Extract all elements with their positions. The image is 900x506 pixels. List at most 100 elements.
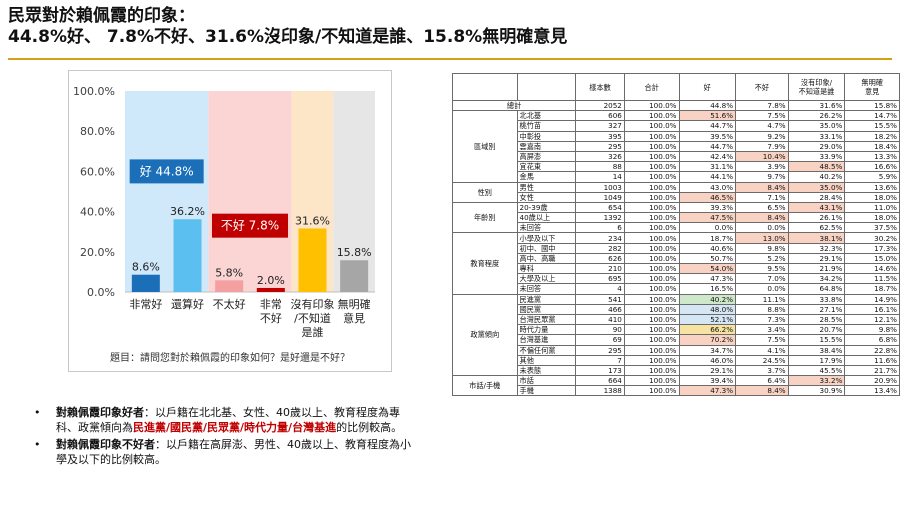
table-row: 不偏任何黨 295 100.0% 34.7% 4.1% 38.4% 22.8%	[453, 344, 900, 356]
finding-good-tail: 的比例較高。	[336, 421, 403, 434]
table-header-cell: 好	[678, 73, 737, 101]
table-cell: 64.8%	[787, 283, 846, 295]
table-cell: 16.6%	[844, 161, 900, 173]
crosstab-table: 樣本數 合計好不好 沒有印象/不知道是誰 無明確 意見 總計 2052 100.0% 44.8%…	[451, 73, 900, 397]
table-cell: 11.6%	[844, 354, 900, 366]
table-row: 區域別 北北基 606 100.0% 51.6% 7.5% 26.2% 14.7%	[452, 110, 900, 183]
finding-bad: • 對賴佩霞印象不好者：以戶籍在高屏澎、男性、40歲以上、教育程度為小學及以下的…	[34, 437, 414, 467]
data-label: 36.2%	[170, 205, 205, 218]
table-cell: 13.0%	[735, 232, 789, 244]
table-cell: 69	[575, 334, 625, 346]
table-cell: 13.3%	[844, 150, 900, 163]
table-cell: 100.0%	[623, 242, 680, 254]
table-cell: 31.1%	[678, 161, 737, 173]
table-cell: 33.2%	[787, 375, 846, 387]
table-cell: 66.2%	[678, 324, 737, 336]
bar	[173, 219, 202, 292]
table-cell: 52.1%	[678, 313, 737, 326]
table-cell: 44.8%	[678, 99, 737, 112]
table-cell: 70.2%	[678, 334, 737, 346]
table-row: 教育程度 小學及以下 234 100.0% 18.7% 13.0% 38.1% 30.2%	[452, 232, 900, 295]
table-cell: 44.1%	[678, 171, 737, 183]
table-row: 女性 1049 100.0% 46.5% 7.1% 28.4% 18.0%	[453, 191, 900, 203]
finding-bad-text: ：以戶籍在高屏澎、男性、40歲以上、教育程度為小學及以下的比例較高。	[56, 438, 411, 466]
title-divider	[8, 58, 892, 60]
table-cell: 6	[575, 222, 625, 234]
table-header-cell: 合計	[623, 73, 680, 101]
group-background	[208, 91, 292, 292]
table-group-label: 區域別	[452, 110, 518, 183]
table-cell: 90	[575, 324, 625, 336]
table-cell: 29.1%	[787, 252, 846, 265]
table-cell: 4.7%	[735, 120, 789, 132]
y-tick-label: 40.0%	[80, 206, 115, 219]
table-cell: 43.0%	[678, 181, 737, 193]
bar	[131, 274, 160, 292]
table-cell: 22.8%	[844, 344, 900, 356]
table-cell: 17.3%	[844, 242, 900, 254]
table-cell: 32.3%	[787, 242, 846, 254]
finding-good: • 對賴佩霞印象好者：以戶籍在北北基、女性、40歲以上、教育程度為專科、政黨傾向…	[34, 405, 414, 435]
table-row-label: 男性	[516, 181, 577, 193]
table-group-label: 年齡別	[452, 201, 518, 234]
table-cell: 33.9%	[787, 150, 846, 163]
table-row: 專科 210 100.0% 54.0% 9.5% 21.9% 14.6%	[453, 262, 900, 275]
table-header-cell: 不好	[735, 73, 789, 101]
table-cell: 100.0%	[623, 364, 680, 377]
table-cell: 15.5%	[787, 334, 846, 346]
table-cell: 4.1%	[735, 344, 789, 356]
table-cell: 541	[575, 293, 625, 305]
table-row-label: 20-39歲	[516, 201, 577, 214]
table-row: 中彰投 395 100.0% 39.5% 9.2% 33.1% 18.2%	[453, 130, 900, 142]
category-label: 意見	[343, 311, 365, 325]
y-tick-label: 20.0%	[80, 246, 115, 259]
finding-good-highlight: 民進黨/國民黨/民眾黨/時代力量/台灣基進	[133, 421, 337, 434]
table-cell: 100.0%	[623, 171, 680, 183]
bar-chart: 0.0% 20.0% 40.0% 60.0% 80.0% 100.0% 8.6% 非常好 36.…	[73, 85, 375, 364]
table-cell: 626	[575, 252, 625, 265]
table-row-label: 北北基	[516, 110, 577, 122]
data-label: 31.6%	[295, 214, 330, 227]
table-cell: 100.0%	[623, 262, 680, 275]
table-cell: 48.5%	[787, 161, 846, 173]
bar-chart-panel: 0.0% 20.0% 40.0% 60.0% 80.0% 100.0% 8.6% 非常好 36.…	[68, 70, 392, 372]
table-cell: 466	[575, 303, 625, 315]
table-header-cell: 無明確 意見	[844, 73, 900, 101]
table-cell: 100.0%	[623, 313, 680, 326]
table-total-label: 總計	[451, 99, 577, 112]
table-cell: 14	[575, 171, 625, 183]
table-cell: 8.4%	[735, 385, 789, 397]
table-cell: 8.4%	[735, 181, 789, 193]
table-cell: 35.0%	[787, 181, 846, 193]
table-cell: 47.3%	[678, 273, 737, 285]
table-row-label: 未表態	[516, 364, 577, 377]
table-row-label: 初中、國中	[516, 242, 577, 254]
table-cell: 33.8%	[787, 293, 846, 305]
table-cell: 38.4%	[787, 344, 846, 356]
data-label: 15.8%	[337, 246, 372, 259]
table-cell: 40.2%	[787, 171, 846, 183]
table-row-label: 高中、高職	[516, 252, 577, 265]
table-cell: 8.4%	[735, 212, 789, 224]
table-group-label: 教育程度	[452, 232, 518, 295]
table-row-label: 國民黨	[516, 303, 577, 315]
bad-annotation-box	[212, 213, 288, 238]
table-cell: 16.5%	[678, 283, 737, 295]
table-cell: 44.7%	[678, 140, 737, 152]
table-cell: 100.0%	[623, 232, 680, 244]
table-cell: 47.5%	[678, 212, 737, 224]
table-row: 國民黨 466 100.0% 48.0% 8.8% 27.1% 16.1%	[453, 303, 900, 315]
table-cell: 7.3%	[735, 313, 789, 326]
table-cell: 11.1%	[735, 293, 789, 305]
table-row: 初中、國中 282 100.0% 40.6% 9.8% 32.3% 17.3%	[453, 242, 900, 254]
table-header-cell	[516, 73, 577, 101]
table-cell: 24.5%	[735, 354, 789, 366]
table-cell: 3.7%	[735, 364, 789, 377]
y-tick-label: 60.0%	[80, 165, 115, 178]
table-cell: 18.2%	[844, 130, 900, 142]
findings-list: • 對賴佩霞印象好者：以戶籍在北北基、女性、40歲以上、教育程度為專科、政黨傾向…	[34, 405, 414, 469]
table-group-label: 性別	[452, 181, 518, 203]
table-cell: 31.6%	[787, 99, 846, 112]
table-row-label: 未回答	[516, 222, 577, 234]
bullet-dot-icon: •	[34, 406, 41, 419]
